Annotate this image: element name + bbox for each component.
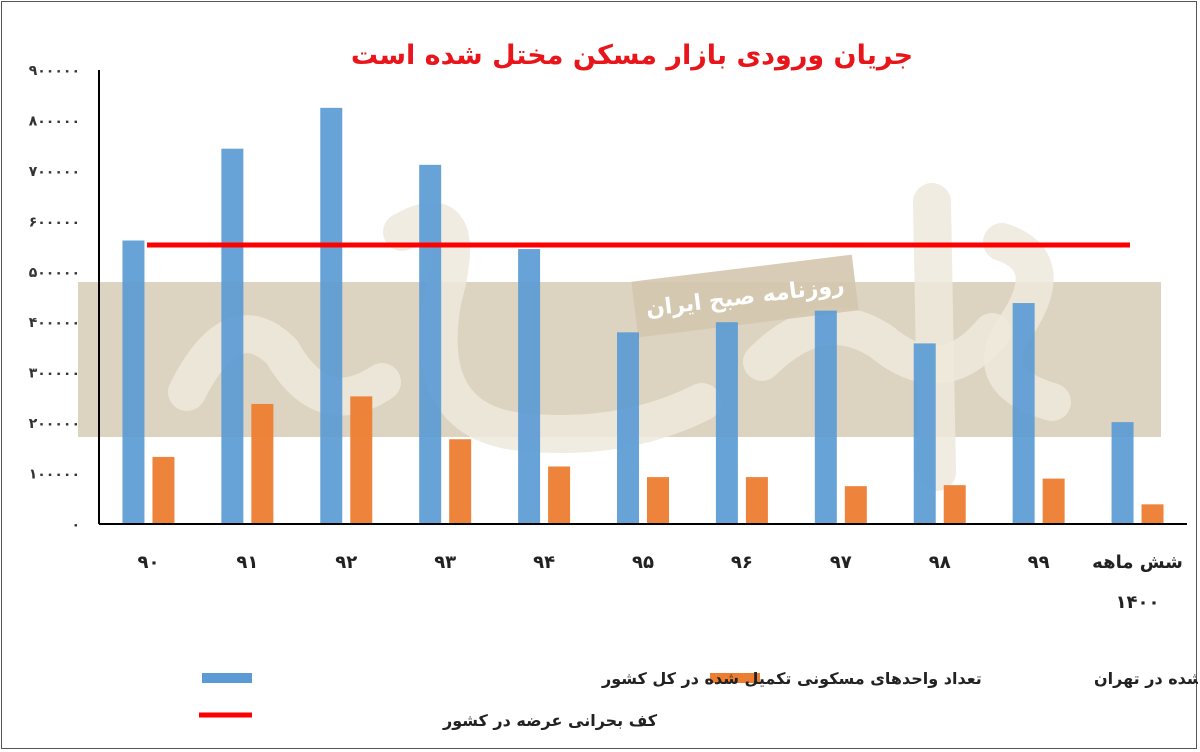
legend-swatch	[710, 673, 760, 683]
bar-tehran-8	[943, 485, 966, 524]
x-tick-label: ۹۴	[533, 552, 555, 573]
legend-swatch	[202, 673, 252, 683]
x-tick-label: ۹۷	[830, 552, 852, 573]
bar-country-0	[122, 240, 145, 524]
y-tick-label: ۹۰۰۰۰۰	[29, 63, 80, 79]
bar-tehran-9	[1042, 478, 1065, 524]
watermark-label-box	[631, 254, 859, 338]
legend: تعداد واحدهای مسکونی تکمیل شده در تهران ت…	[199, 669, 1198, 730]
y-tick-label: ۴۰۰۰۰۰	[29, 315, 80, 331]
y-tick-label: ۶۰۰۰۰۰	[29, 214, 80, 230]
legend-tehran	[710, 673, 760, 683]
x-tick-label: ۹۵	[632, 552, 654, 573]
bar-country-10	[1111, 422, 1134, 524]
y-tick-label: ۸۰۰۰۰۰	[29, 113, 80, 129]
x-tick-label: ۹۳	[434, 552, 456, 573]
bar-tehran-3	[449, 439, 472, 524]
y-tick-label: ۵۰۰۰۰۰	[29, 265, 80, 281]
bars-layer	[122, 107, 1164, 525]
x-tick-label: ۹۲	[335, 552, 357, 573]
bar-tehran-10	[1141, 504, 1164, 524]
bar-tehran-2	[350, 396, 373, 524]
x-tick-label: ۹۰	[137, 552, 159, 573]
bar-tehran-0	[152, 456, 175, 524]
y-tick-label: ۲۰۰۰۰۰	[29, 416, 80, 432]
bar-country-2	[320, 107, 343, 524]
bar-country-1	[221, 148, 244, 524]
x-tick-label: ۹۸	[929, 552, 951, 573]
bar-country-6	[715, 322, 738, 524]
bar-tehran-7	[844, 486, 867, 524]
y-tick-label: ۱۰۰۰۰۰	[29, 467, 80, 483]
y-tick-label: ۳۰۰۰۰۰	[29, 366, 80, 382]
bar-country-3	[419, 164, 442, 524]
x-tick-label: شش ماهه	[1092, 552, 1183, 573]
chart-title: جریان ورودی بازار مسکن مختل شده است	[351, 40, 913, 71]
legend-label: کف بحرانی عرضه در کشور	[442, 711, 658, 730]
bar-tehran-1	[251, 403, 274, 524]
bar-country-7	[814, 310, 837, 524]
x-tick-label: ۹۶	[731, 552, 753, 573]
legend-label: تعداد واحدهای مسکونی تکمیل شده در کل کشو…	[601, 669, 982, 688]
bar-country-5	[617, 332, 639, 524]
axes-layer: ۰ ۱۰۰۰۰۰ ۲۰۰۰۰۰ ۳۰۰۰۰۰ ۴۰۰۰۰۰ ۵۰۰۰۰۰ ۶۰۰۰۰۰ ۷۰۰…	[29, 63, 1187, 613]
bar-country-9	[1012, 303, 1035, 524]
bar-tehran-4	[548, 466, 571, 524]
x-tick-label: ۹۱	[236, 552, 258, 573]
legend-label: تعداد واحدهای مسکونی تکمیل شده در تهران	[1094, 669, 1198, 688]
bar-country-4	[518, 249, 541, 525]
bar-tehran-5	[647, 477, 669, 524]
x-tick-label: ۹۹	[1028, 552, 1050, 573]
legend-country	[202, 673, 252, 683]
x-tick-label-line2: ۱۴۰۰	[1116, 592, 1160, 613]
bar-country-8	[913, 343, 936, 524]
y-tick-label: ۰	[71, 517, 80, 533]
y-tick-label: ۷۰۰۰۰۰	[29, 164, 80, 180]
bar-tehran-6	[745, 477, 768, 524]
